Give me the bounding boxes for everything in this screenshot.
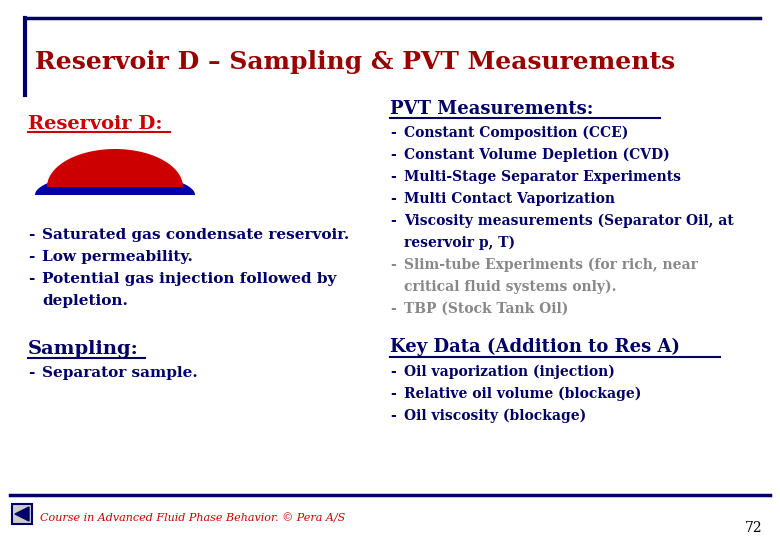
Text: Constant Composition (CCE): Constant Composition (CCE) [404,126,629,140]
Polygon shape [47,149,183,187]
Text: critical fluid systems only).: critical fluid systems only). [404,280,616,294]
Text: Sampling:: Sampling: [28,340,139,358]
Text: Reservoir D:: Reservoir D: [28,115,162,133]
Text: depletion.: depletion. [42,294,128,308]
Text: -: - [390,258,395,272]
Text: Multi-Stage Separator Experiments: Multi-Stage Separator Experiments [404,170,681,184]
Text: -: - [390,387,395,401]
Text: -: - [390,148,395,162]
Text: -: - [390,214,395,228]
Text: -: - [390,409,395,423]
Text: Multi Contact Vaporization: Multi Contact Vaporization [404,192,615,206]
Text: Constant Volume Depletion (CVD): Constant Volume Depletion (CVD) [404,148,670,163]
Text: -: - [28,272,34,286]
Text: Slim-tube Experiments (for rich, near: Slim-tube Experiments (for rich, near [404,258,698,272]
Text: Viscosity measurements (Separator Oil, at: Viscosity measurements (Separator Oil, a… [404,214,734,228]
Text: -: - [390,192,395,206]
Text: Separator sample.: Separator sample. [42,366,198,380]
Text: Key Data (Addition to Res A): Key Data (Addition to Res A) [390,338,680,356]
Text: Low permeability.: Low permeability. [42,250,193,264]
Text: 72: 72 [744,521,762,535]
Text: -: - [28,366,34,380]
Text: -: - [390,365,395,379]
Text: -: - [28,250,34,264]
Text: -: - [390,302,395,316]
Text: Reservoir D – Sampling & PVT Measurements: Reservoir D – Sampling & PVT Measurement… [35,50,675,74]
Text: reservoir p, T): reservoir p, T) [404,236,515,251]
Text: -: - [390,170,395,184]
FancyBboxPatch shape [12,504,32,524]
Text: Potential gas injection followed by: Potential gas injection followed by [42,272,336,286]
Text: -: - [28,228,34,242]
Polygon shape [35,173,195,195]
Text: PVT Measurements:: PVT Measurements: [390,100,594,118]
Text: Oil vaporization (injection): Oil vaporization (injection) [404,365,615,380]
Text: Relative oil volume (blockage): Relative oil volume (blockage) [404,387,641,401]
Polygon shape [15,507,29,521]
Text: Oil viscosity (blockage): Oil viscosity (blockage) [404,409,587,423]
Text: Course in Advanced Fluid Phase Behavior. © Pera A/S: Course in Advanced Fluid Phase Behavior.… [40,513,346,523]
Text: TBP (Stock Tank Oil): TBP (Stock Tank Oil) [404,302,569,316]
Text: -: - [390,126,395,140]
Text: Saturated gas condensate reservoir.: Saturated gas condensate reservoir. [42,228,349,242]
